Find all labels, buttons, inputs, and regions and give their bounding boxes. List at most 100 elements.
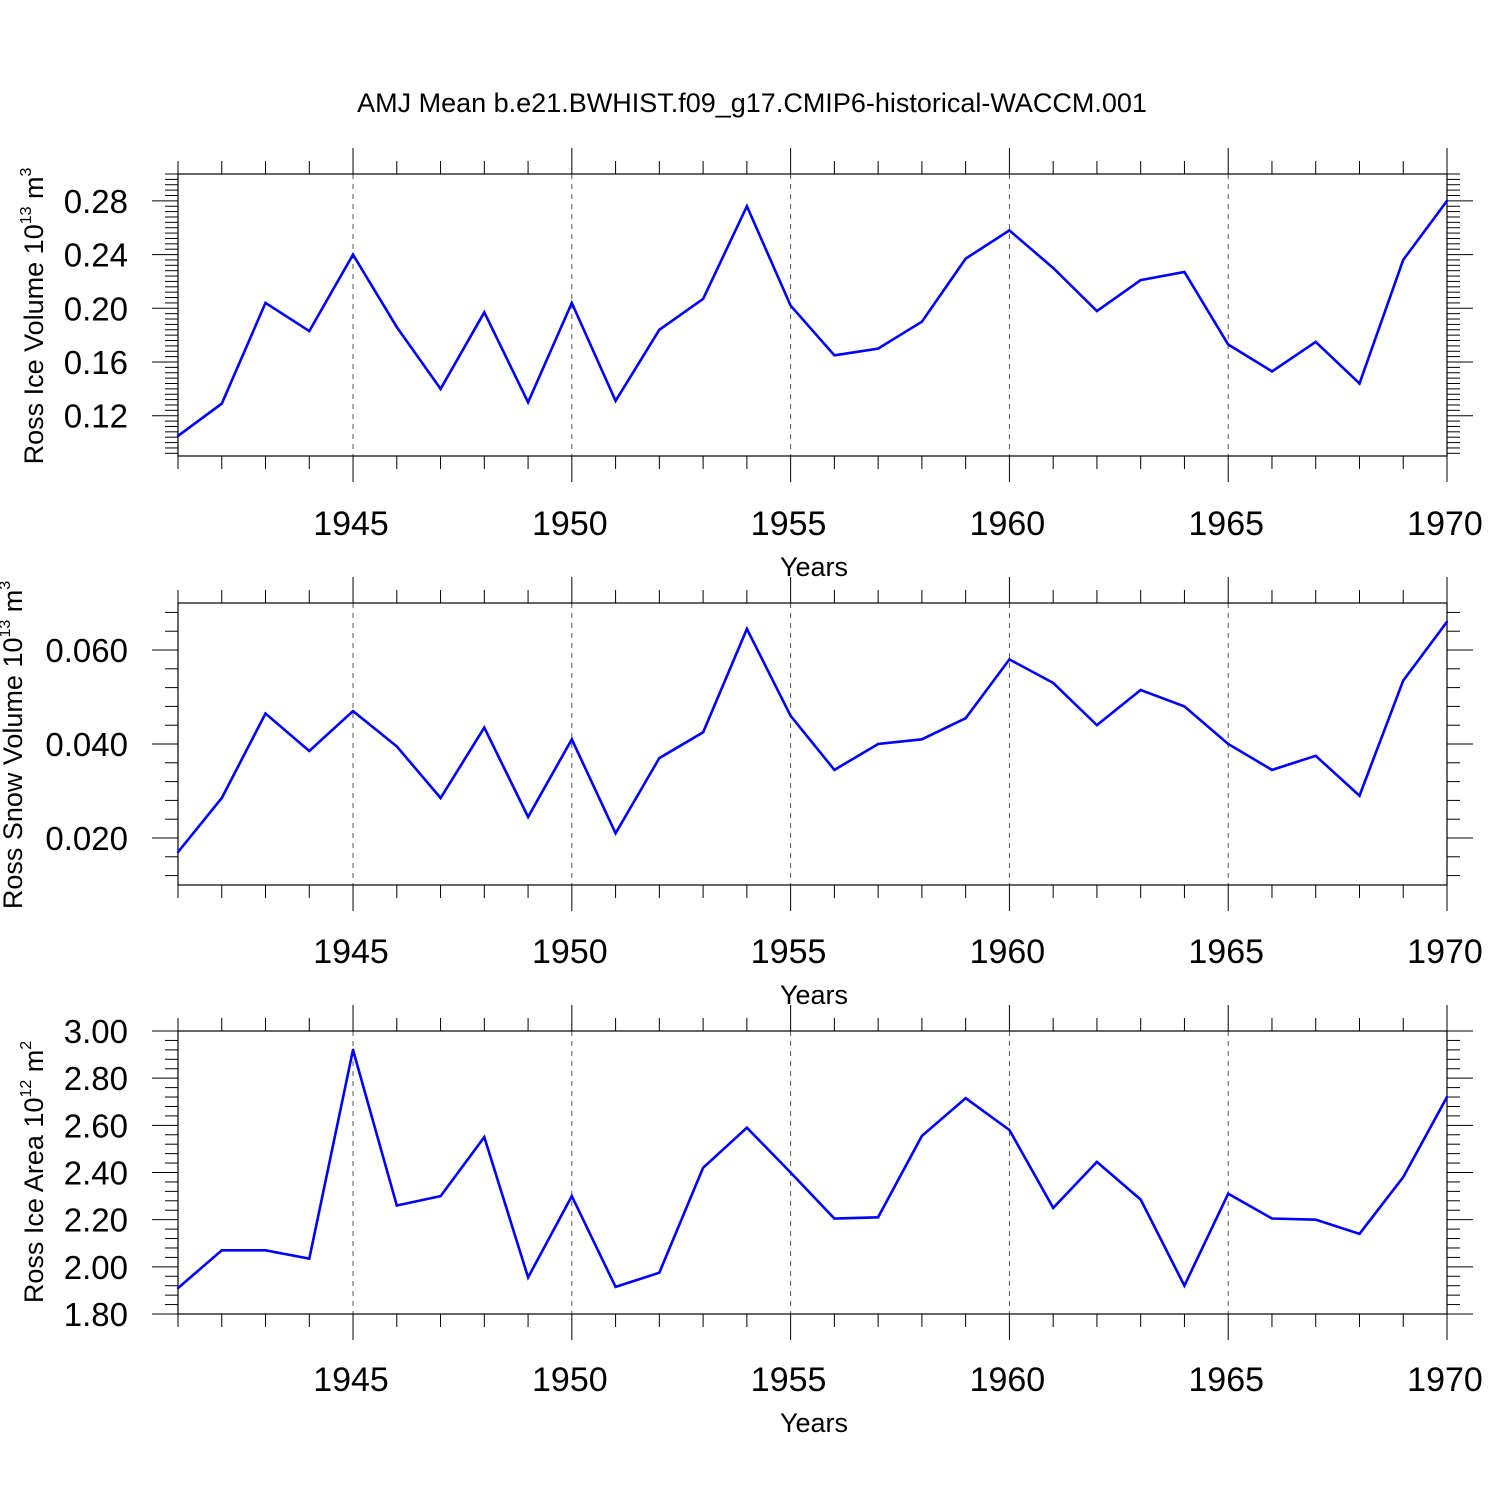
y-tick-label: 0.060 [45, 632, 128, 669]
y-axis-label: Ross Ice Volume 1013 m3 [18, 167, 49, 464]
x-tick-label: 1945 [313, 933, 389, 971]
data-point [176, 434, 180, 438]
data-point [395, 1204, 398, 1207]
data-point [876, 347, 880, 350]
data-point [1095, 724, 1099, 727]
data-point [1227, 1192, 1230, 1195]
data-point [395, 325, 398, 329]
data-point [176, 1286, 180, 1290]
data-point [964, 1097, 967, 1100]
data-point [1445, 1095, 1449, 1099]
data-point [1183, 705, 1186, 708]
y-tick-label: 0.20 [64, 290, 128, 327]
x-tick-label: 1950 [532, 505, 608, 543]
data-point [1358, 1232, 1361, 1236]
data-point [701, 731, 705, 734]
x-tick-label: 1950 [532, 1361, 608, 1399]
data-point [1445, 199, 1449, 203]
data-point [570, 738, 574, 741]
x-tick-label: 1945 [313, 505, 389, 543]
data-point [1314, 1218, 1317, 1221]
data-point [658, 1271, 661, 1274]
y-axis-label: Ross Snow Volume 1013 m3 [0, 581, 28, 909]
data-point [833, 1217, 836, 1220]
data-point [264, 1249, 267, 1252]
panel-3: 1.80 2.00 2.20 2.40 2.60 2.80 3.00 1945 1950 1955… [18, 1005, 1483, 1438]
data-point [483, 726, 486, 729]
x-tick-label: 1970 [1407, 505, 1483, 543]
data-point [745, 205, 749, 208]
data-point [526, 1276, 530, 1279]
data-point [439, 1194, 442, 1198]
x-tick-label: 1965 [1188, 1361, 1264, 1399]
data-point [745, 1126, 749, 1129]
data-point [351, 709, 355, 713]
y-tick-label: 0.12 [64, 398, 128, 435]
data-point [308, 1257, 311, 1260]
data-point [614, 399, 617, 403]
data-point [1314, 340, 1317, 344]
data-point [701, 1166, 705, 1169]
data-point [439, 387, 442, 391]
data-point [1095, 309, 1099, 313]
data-point [1183, 1284, 1186, 1287]
x-tick-label: 1970 [1407, 1361, 1483, 1399]
data-point [789, 714, 792, 717]
data-point [658, 328, 661, 331]
data-point [1270, 370, 1274, 373]
data-point [483, 311, 486, 314]
data-point [1008, 658, 1011, 661]
series-line [177, 1049, 1449, 1290]
data-point [920, 1134, 924, 1138]
y-tick-label: 2.00 [64, 1249, 128, 1286]
data-point [964, 257, 967, 260]
data-point [1445, 620, 1449, 623]
data-point [658, 756, 661, 760]
x-tick-label: 1960 [970, 933, 1046, 971]
data-point [789, 1171, 792, 1174]
x-tick-label: 1965 [1188, 505, 1264, 543]
series-line [177, 200, 1449, 437]
data-point [745, 627, 749, 631]
series-line [176, 621, 1449, 853]
x-tick-label: 1960 [970, 505, 1046, 543]
data-point [351, 253, 355, 256]
x-tick-label: 1965 [1188, 933, 1264, 971]
data-point [701, 297, 705, 301]
data-point [1402, 679, 1405, 682]
data-point [570, 1194, 574, 1198]
y-tick-label: 1.80 [64, 1296, 128, 1333]
data-point [264, 712, 267, 715]
data-point [614, 832, 617, 835]
data-point [1095, 1160, 1099, 1164]
data-point [1270, 1217, 1274, 1220]
figure-title: AMJ Mean b.e21.BWHIST.f09_g17.CMIP6-hist… [357, 88, 1147, 118]
x-axis-label: Years [780, 980, 848, 1010]
data-point [1227, 742, 1230, 746]
data-point [439, 796, 442, 800]
data-point [614, 1285, 617, 1289]
data-point [1008, 229, 1011, 232]
y-tick-label: 2.20 [64, 1202, 128, 1239]
y-tick-label: 3.00 [64, 1013, 128, 1050]
data-point [1008, 1128, 1011, 1132]
plot-frame [177, 1030, 1448, 1315]
data-point [1051, 1206, 1055, 1210]
data-point [1358, 382, 1361, 385]
data-point [351, 1048, 355, 1052]
x-tick-label: 1945 [313, 1361, 389, 1399]
x-tick-label: 1955 [751, 933, 827, 971]
data-point [789, 304, 792, 307]
y-tick-label: 0.040 [45, 726, 128, 763]
data-point [1358, 794, 1361, 797]
data-point [1402, 1176, 1405, 1179]
x-tick-label: 1970 [1407, 933, 1483, 971]
x-tick-label: 1960 [970, 1361, 1046, 1399]
y-tick-label: 0.28 [64, 183, 128, 220]
y-tick-label: 2.40 [64, 1155, 128, 1192]
y-tick-label: 2.60 [64, 1107, 128, 1144]
y-tick-label: 0.020 [45, 820, 128, 857]
data-point [483, 1135, 486, 1139]
x-axis-label: Years [780, 552, 848, 582]
